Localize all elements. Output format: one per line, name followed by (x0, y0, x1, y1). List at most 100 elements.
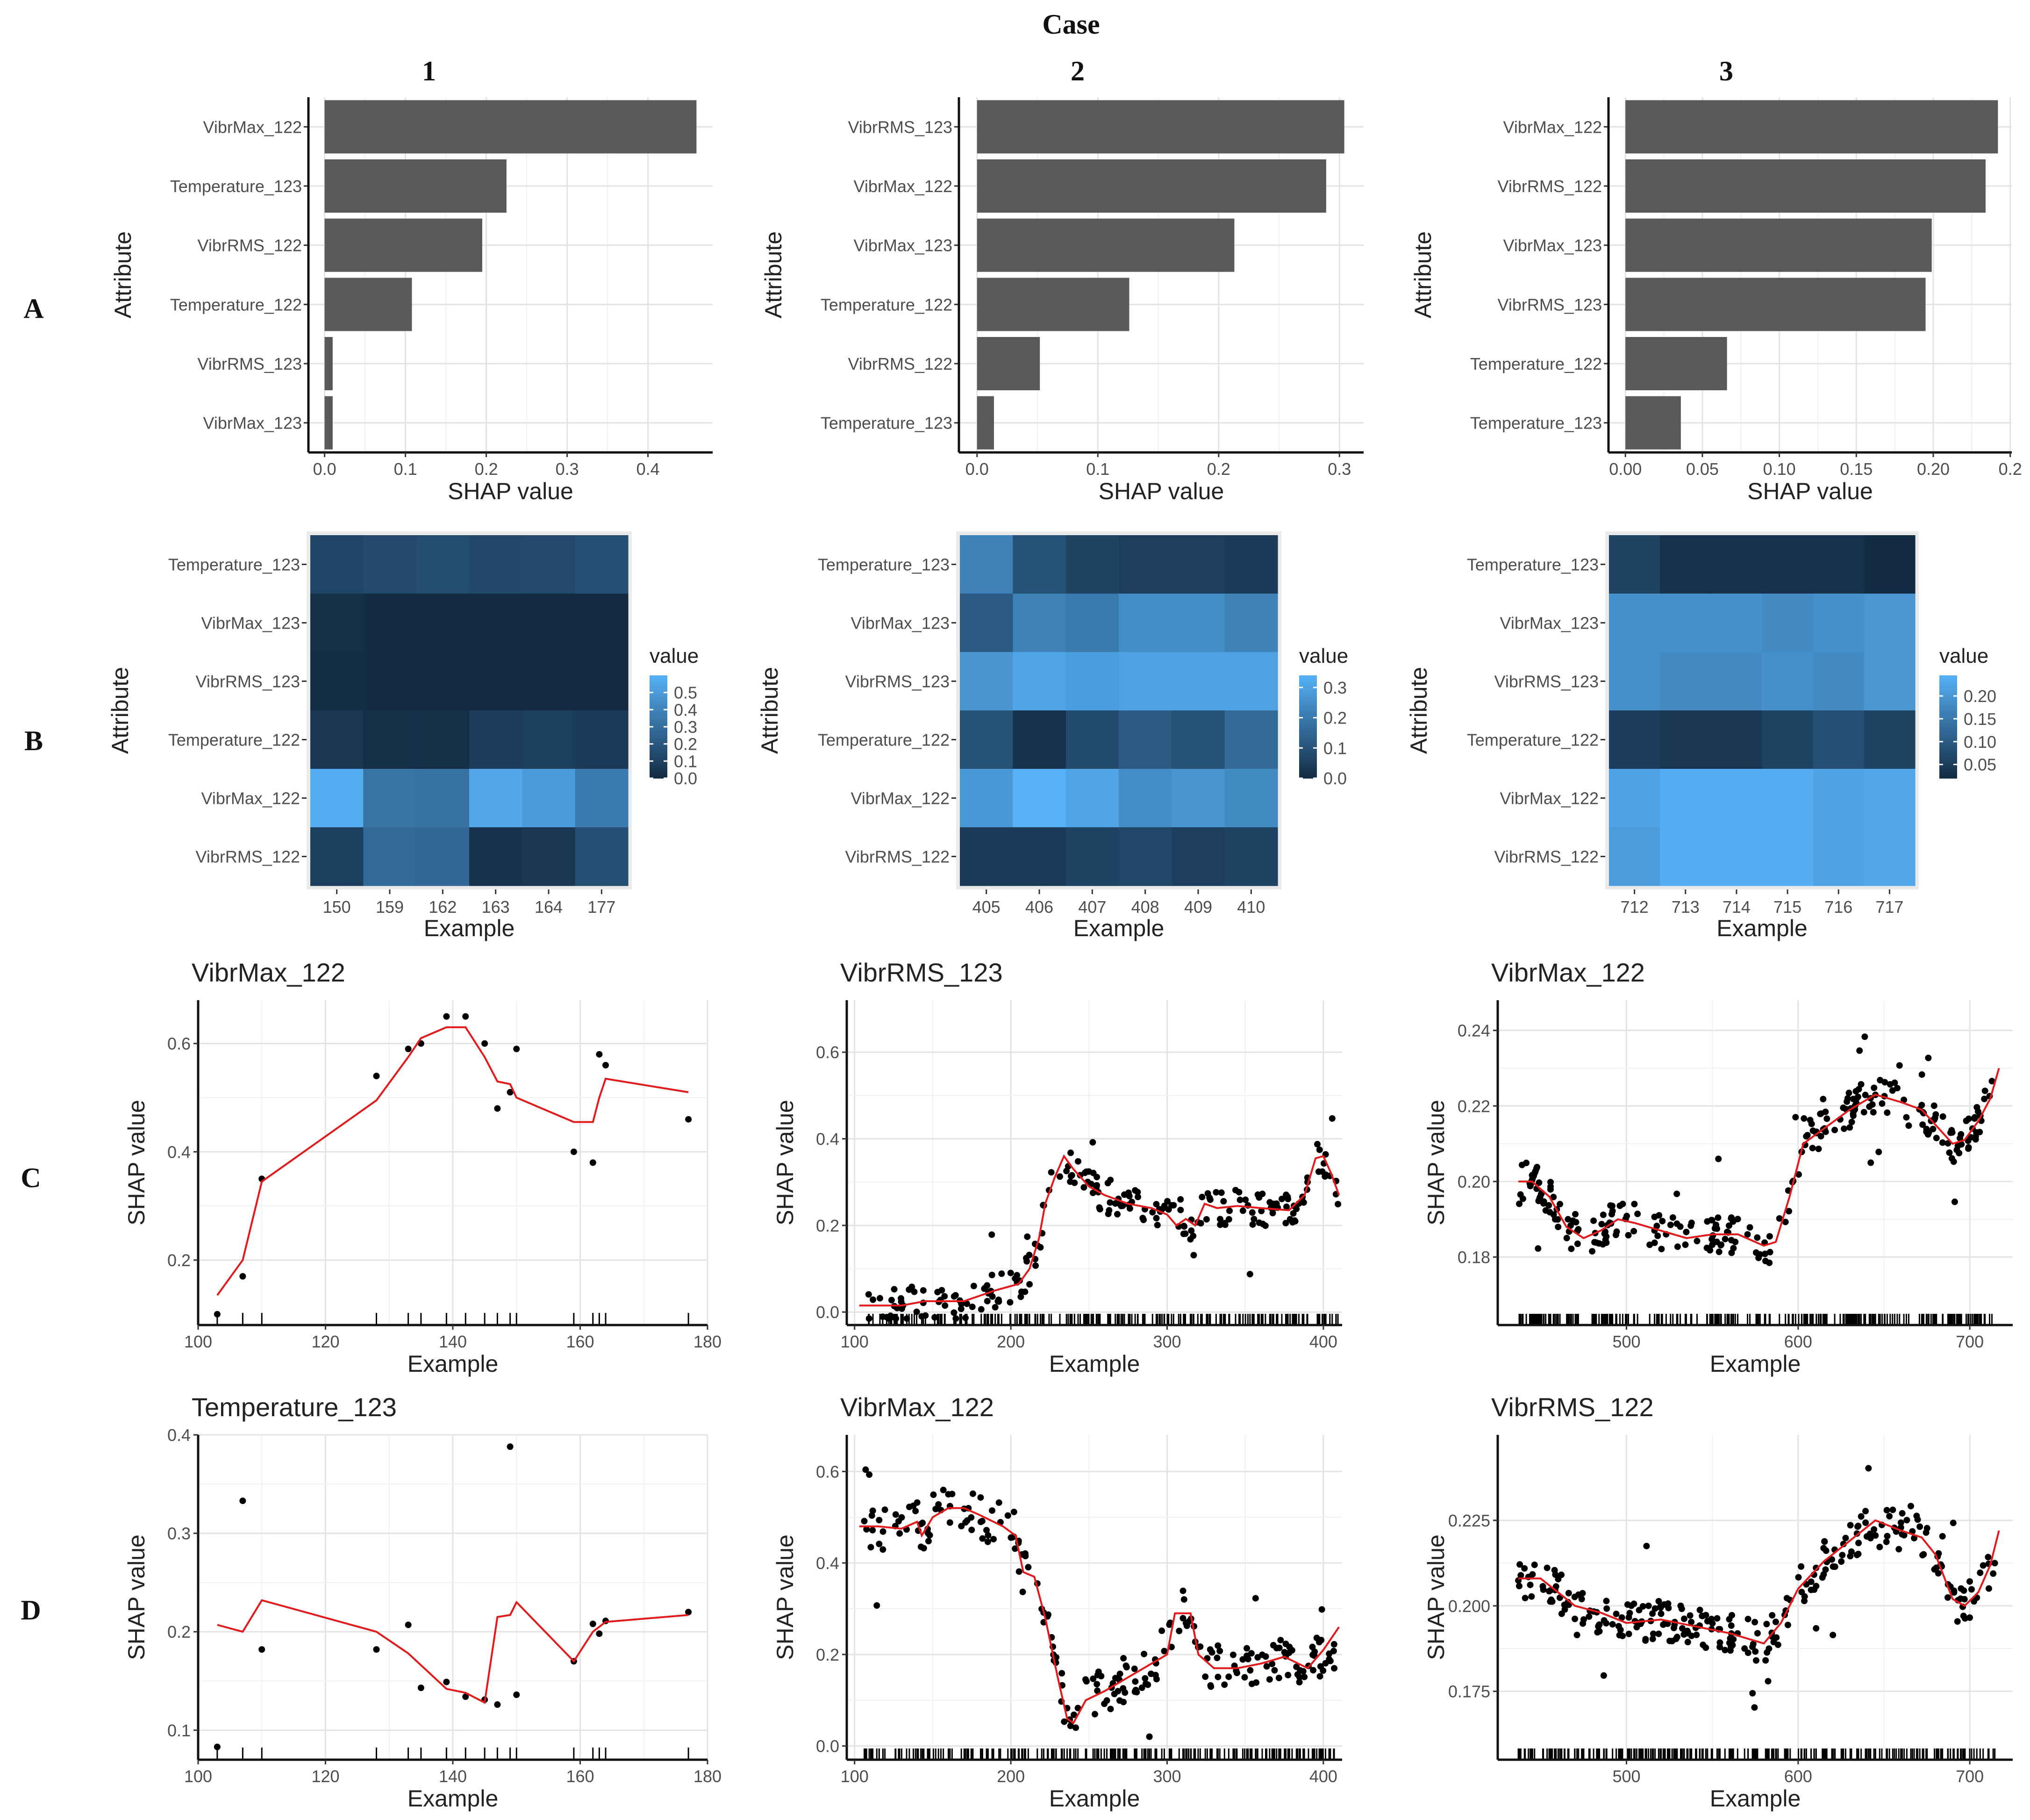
legend-gradient-step (650, 717, 667, 720)
x-tick-label: 100 (184, 1767, 212, 1786)
heat-cell-VibrMax_123-150 (310, 594, 364, 652)
data-point (1572, 1211, 1579, 1218)
data-point (1222, 1221, 1229, 1228)
data-point (1669, 1214, 1676, 1221)
data-point (258, 1646, 265, 1653)
legend-gradient-step (650, 719, 667, 722)
data-point (417, 1684, 424, 1691)
legend-gradient-step (650, 703, 667, 707)
y-tick-label: 0.225 (1448, 1511, 1490, 1530)
y-tick-label: Temperature_122 (1467, 731, 1599, 750)
data-point (1319, 1168, 1326, 1175)
data-point (969, 1304, 976, 1311)
smooth-line (216, 1026, 689, 1296)
data-point (1669, 1638, 1676, 1645)
data-point (1801, 1115, 1808, 1122)
data-point (1573, 1219, 1580, 1226)
heat-cell-VibrMax_123-408 (1119, 594, 1172, 652)
data-point (879, 1528, 886, 1535)
legend-gradient-step (1299, 681, 1317, 684)
data-point (1609, 1621, 1616, 1628)
data-point (1550, 1194, 1557, 1201)
data-point (1883, 1538, 1890, 1545)
data-point (1226, 1207, 1233, 1214)
y-tick-label: 0.2 (816, 1216, 839, 1235)
heat-cell-Temperature_123-177 (575, 535, 629, 594)
plot-title: VibrMax_122 (840, 1392, 994, 1422)
data-point (1166, 1621, 1173, 1628)
legend-gradient-step (1299, 752, 1317, 756)
data-point (1687, 1612, 1694, 1619)
data-point (898, 1298, 905, 1305)
x-tick-label: 0.1 (394, 459, 417, 479)
data-point (1203, 1216, 1210, 1223)
y-tick-label: VibrRMS_122 (845, 847, 950, 867)
data-point (1817, 1132, 1824, 1139)
data-point (1951, 1198, 1958, 1205)
data-point (1813, 1625, 1820, 1632)
data-point (1301, 1673, 1308, 1680)
legend-gradient-step (650, 773, 667, 776)
data-point (1714, 1225, 1721, 1232)
data-point (1557, 1201, 1564, 1208)
legend-gradient-step (1939, 729, 1957, 732)
data-point (1630, 1228, 1637, 1235)
legend-gradient-step (650, 678, 667, 681)
data-point (1879, 1100, 1886, 1107)
data-point (1772, 1619, 1779, 1626)
data-point (1918, 1071, 1925, 1078)
legend-tick-label: 0.20 (1964, 687, 1996, 706)
y-tick-label: VibrRMS_123 (1494, 672, 1599, 691)
y-axis-title: SHAP value (123, 1100, 150, 1225)
heat-cell-Temperature_123-406 (1013, 535, 1066, 594)
data-point (1895, 1546, 1902, 1553)
data-point (1229, 1651, 1237, 1658)
data-point (481, 1040, 488, 1047)
heat-cell-VibrRMS_122-163 (469, 827, 522, 886)
x-tick-label: 500 (1612, 1332, 1640, 1351)
data-point (1602, 1620, 1609, 1627)
data-point (1886, 1513, 1893, 1520)
heat-cell-VibrRMS_122-713 (1660, 827, 1711, 886)
legend-gradient-step (1939, 745, 1957, 748)
scatter-C3: 500 600 700 0.18 0.20 0.22 0.24 VibrMax_122 Exam… (1423, 958, 2013, 1377)
data-point (1613, 1228, 1620, 1235)
data-point (1867, 1159, 1874, 1166)
legend-gradient-step (1939, 722, 1957, 725)
heat-cell-VibrRMS_122-159 (363, 827, 417, 886)
heat-cell-Temperature_122-164 (522, 710, 576, 769)
plot-title: VibrMax_122 (192, 958, 345, 987)
bar-Temperature_123 (324, 159, 507, 213)
legend-gradient-step (1299, 709, 1317, 712)
data-point (1862, 1519, 1869, 1526)
data-point (983, 1526, 990, 1533)
legend-gradient-step (650, 709, 667, 712)
data-point (1708, 1217, 1715, 1224)
x-tick-label: 100 (841, 1332, 869, 1351)
data-point (1990, 1570, 1997, 1577)
data-point (1961, 1596, 1968, 1603)
data-point (1316, 1673, 1323, 1680)
data-point (1714, 1615, 1721, 1622)
data-point (1761, 1250, 1768, 1257)
heat-cell-Temperature_123-408 (1119, 535, 1172, 594)
data-point (1762, 1657, 1769, 1664)
data-point (1335, 1201, 1342, 1208)
data-point (1678, 1605, 1685, 1612)
heat-cell-Temperature_122-712 (1609, 710, 1660, 769)
legend-gradient-step (1299, 745, 1317, 748)
data-point (1190, 1232, 1197, 1240)
data-point (1769, 1612, 1776, 1619)
data-point (1142, 1675, 1149, 1682)
data-point (1981, 1096, 1988, 1103)
data-point (1316, 1146, 1323, 1153)
data-point (1749, 1690, 1756, 1697)
data-point (1075, 1158, 1082, 1165)
data-point (570, 1148, 577, 1155)
y-tick-label: 0.200 (1448, 1597, 1490, 1616)
legend-gradient-step (650, 675, 667, 679)
legend-tick-label: 0.3 (674, 717, 697, 737)
legend-gradient-step (650, 711, 667, 715)
data-point (1801, 1598, 1808, 1605)
data-point (1148, 1670, 1155, 1677)
